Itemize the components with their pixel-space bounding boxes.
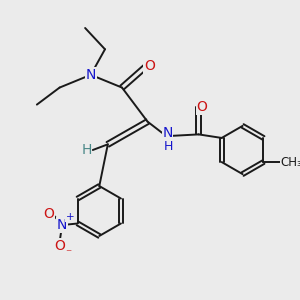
Text: O: O	[144, 59, 155, 73]
Text: O: O	[43, 207, 54, 220]
Text: H: H	[81, 143, 92, 157]
Text: N: N	[85, 68, 96, 82]
Text: H: H	[163, 140, 173, 153]
Text: N: N	[162, 126, 172, 140]
Text: +: +	[66, 212, 74, 222]
Text: N: N	[57, 218, 67, 232]
Text: O: O	[196, 100, 208, 114]
Text: CH₃: CH₃	[280, 156, 300, 169]
Text: ⁻: ⁻	[65, 247, 71, 260]
Text: O: O	[54, 239, 65, 253]
